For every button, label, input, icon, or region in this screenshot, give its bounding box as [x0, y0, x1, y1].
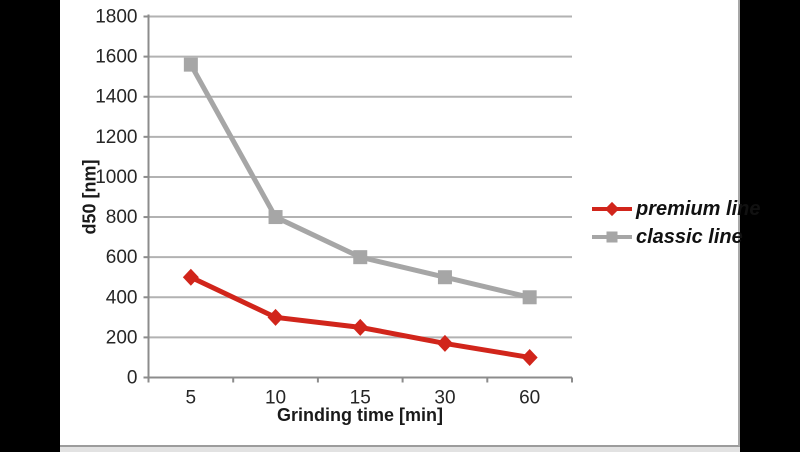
- diamond-marker-icon: [604, 201, 620, 217]
- marker-premium-line: [521, 348, 538, 366]
- x-tick-label: 60: [519, 388, 540, 409]
- y-tick-label: 600: [106, 247, 138, 268]
- marker-classic-line: [437, 270, 452, 285]
- marker-premium-line: [436, 334, 453, 352]
- x-axis-title: Grinding time [min]: [277, 405, 443, 425]
- x-tick-label: 15: [350, 388, 371, 409]
- panel-bottom-edge: [60, 447, 740, 452]
- marker-classic-line: [522, 290, 537, 305]
- y-tick-label: 800: [106, 207, 138, 228]
- marker-premium-line: [182, 268, 199, 286]
- chart-panel: 0 200 400 600 800 1000 1200 1400 1600 1800 5 10 15 30…: [60, 0, 760, 447]
- y-tick-label: 200: [106, 327, 138, 348]
- marker-classic-line: [353, 250, 368, 265]
- legend-label-premium-line: premium line: [636, 198, 761, 220]
- marker-classic-line: [183, 57, 198, 72]
- classic-line-marker-icon: [592, 228, 632, 246]
- marker-premium-line: [267, 308, 284, 326]
- square-marker-icon: [606, 231, 618, 243]
- y-tick-label: 400: [106, 287, 138, 308]
- x-tick-label: 10: [265, 388, 286, 409]
- y-tick-label: 1400: [95, 87, 137, 108]
- series-line-premium-line: [189, 274, 531, 360]
- marker-classic-line: [268, 210, 283, 225]
- legend-label-classic-line: classic line: [636, 226, 743, 248]
- x-tick-label: 30: [434, 388, 455, 409]
- line-chart: 0 200 400 600 800 1000 1200 1400 1600 1800 5 10 15 30…: [95, 7, 573, 409]
- legend-item-premium-line: premium line: [592, 199, 760, 219]
- y-tick-label: 1200: [95, 127, 137, 148]
- y-tick-label: 1800: [95, 7, 137, 28]
- premium-line-marker-icon: [592, 200, 632, 218]
- x-tick-label: 5: [186, 388, 197, 409]
- y-axis-title: d50 [nm]: [79, 159, 100, 235]
- y-tick-label: 1600: [95, 47, 137, 68]
- y-tick-label: 1000: [95, 167, 137, 188]
- y-tick-label: 0: [127, 368, 138, 389]
- legend-item-classic-line: classic line: [592, 227, 760, 247]
- legend: premium line classic line: [592, 199, 760, 247]
- marker-premium-line: [352, 318, 369, 336]
